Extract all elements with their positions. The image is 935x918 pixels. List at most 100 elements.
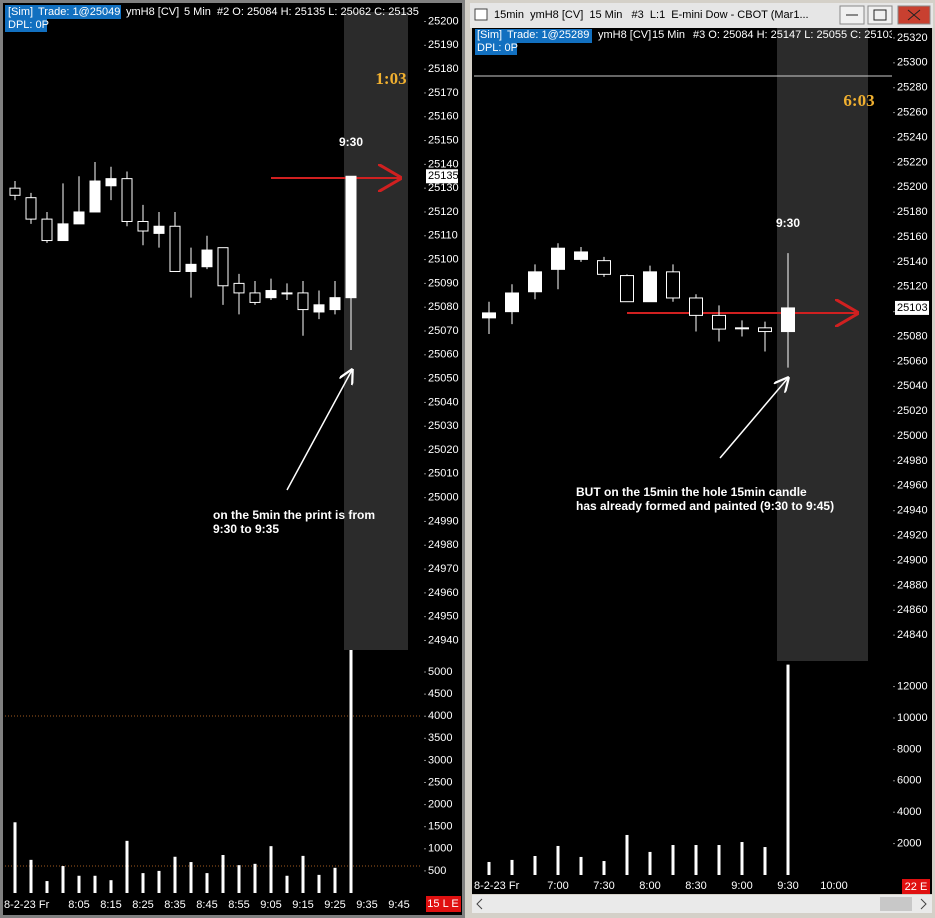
volume-bar: [625, 834, 629, 875]
volume-tick-label: 1500: [428, 821, 452, 833]
volume-bar: [602, 861, 606, 875]
y-tick-label: 25120: [428, 206, 459, 218]
y-tick-label: 25030: [428, 420, 459, 432]
right-chart: [Sim] Trade: 1@25289 ymH8 [CV] 15 Min #3 O: …: [474, 29, 929, 893]
header-text: Trade: 1@25289: [507, 29, 589, 41]
volume-tick-label: 2000: [897, 838, 921, 850]
volume-bar: [740, 842, 744, 875]
volume-tick-label: 1000: [428, 843, 452, 855]
x-tick-label: 10:00: [820, 880, 848, 892]
header-badge: [475, 29, 592, 43]
header-text: #3 O: 25084 H: 25147 L: 25055 C: 25103: [693, 29, 895, 41]
y-tick-label: 25140: [428, 158, 459, 170]
volume-bar: [510, 859, 514, 875]
candle-body: [89, 180, 101, 213]
y-tick-label: 25050: [428, 373, 459, 385]
volume-bar: [237, 865, 241, 893]
y-tick-label: 25100: [428, 253, 459, 265]
volume-bar: [285, 875, 289, 893]
candle-body: [735, 327, 749, 330]
volume-bar: [61, 866, 65, 893]
dpl-text: DPL: 0P: [8, 19, 49, 31]
x-tick-label: 7:30: [593, 880, 614, 892]
y-tick-label: 25010: [428, 468, 459, 480]
candle-body: [233, 282, 245, 294]
volume-bar: [763, 847, 767, 875]
y-tick-label: 25120: [897, 281, 928, 293]
candle-body: [9, 187, 21, 196]
window-title: 15min ymH8 [CV] 15 Min #3 L:1 E-mini Dow…: [494, 9, 809, 21]
y-tick-label: 25220: [897, 156, 928, 168]
x-tick-label: 9:15: [292, 899, 313, 911]
volume-bar: [317, 874, 321, 893]
volume-bar: [786, 664, 790, 875]
highlight: [344, 12, 408, 650]
x-tick-label: 9:45: [388, 899, 409, 911]
volume-bar: [671, 845, 675, 875]
candle-body: [689, 297, 703, 316]
y-tick-label: 24980: [897, 455, 928, 467]
candle-body: [137, 220, 149, 232]
x-tick-label: 9:35: [356, 899, 377, 911]
volume-bar: [579, 856, 583, 875]
y-tick-label: 25170: [428, 87, 459, 99]
volume-bar: [533, 856, 537, 875]
scroll-arrows[interactable]: [476, 898, 927, 910]
volume-tick-label: 6000: [897, 775, 921, 787]
y-tick-label: 25180: [897, 206, 928, 218]
candle-body: [121, 178, 133, 222]
y-tick-label: 25150: [428, 134, 459, 146]
header-text: [Sim]: [8, 6, 33, 18]
volume-bar: [556, 845, 560, 875]
dpl-badge: [475, 42, 517, 55]
candle-body: [265, 290, 277, 299]
x-tick-label: 8-2-23 Fr: [474, 880, 520, 892]
volume-tick-label: 4500: [428, 688, 452, 700]
price-marker: [426, 169, 458, 184]
candle-body: [597, 260, 611, 275]
scroll-thumb[interactable]: [880, 897, 912, 911]
y-tick-label: 24970: [428, 563, 459, 575]
volume-bar: [253, 863, 257, 893]
status-box: [902, 879, 930, 894]
candle-body: [153, 225, 165, 234]
x-tick-label: 8:45: [196, 899, 217, 911]
y-tick-label: 24900: [897, 554, 928, 566]
candle-body: [297, 292, 309, 311]
volume-bar: [349, 650, 353, 893]
volume-bar: [29, 859, 33, 893]
volume-bar: [487, 861, 491, 875]
highlight: [777, 28, 868, 661]
volume-tick-label: 4000: [428, 710, 452, 722]
y-tick-label: 25080: [428, 301, 459, 313]
volume-tick-label: 3000: [428, 754, 452, 766]
scrollbar[interactable]: [472, 895, 932, 913]
y-tick-label: 25320: [897, 32, 928, 44]
header-text: 15 Min: [652, 29, 685, 41]
candle-body: [169, 225, 181, 272]
y-tick-label: 24960: [428, 587, 459, 599]
left-chart: [Sim] Trade: 1@25049 ymH8 [CV] 5 Min #2 O: 2…: [4, 6, 459, 911]
status-box: [426, 896, 461, 912]
candle-body: [345, 175, 357, 299]
y-tick-label: 24940: [897, 505, 928, 517]
candle-body: [105, 178, 117, 187]
volume-bar: [694, 845, 698, 875]
y-tick-label: 25020: [897, 405, 928, 417]
y-tick-label: 25280: [897, 82, 928, 94]
y-tick-label: 25240: [897, 131, 928, 143]
price-marker-label: 25103: [897, 302, 928, 314]
candle-body: [528, 271, 542, 293]
candle-body: [505, 292, 519, 313]
white-arrow: [719, 378, 788, 459]
x-tick-label: 8:05: [68, 899, 89, 911]
y-tick-label: 25090: [428, 277, 459, 289]
y-tick-label: 24880: [897, 579, 928, 591]
x-tick-label: 9:30: [777, 880, 798, 892]
header-text: [Sim]: [477, 29, 502, 41]
x-tick-label: 8:25: [132, 899, 153, 911]
volume-bar: [189, 862, 193, 893]
maximize-button[interactable]: [867, 5, 893, 25]
volume-tick-label: 2500: [428, 776, 452, 788]
